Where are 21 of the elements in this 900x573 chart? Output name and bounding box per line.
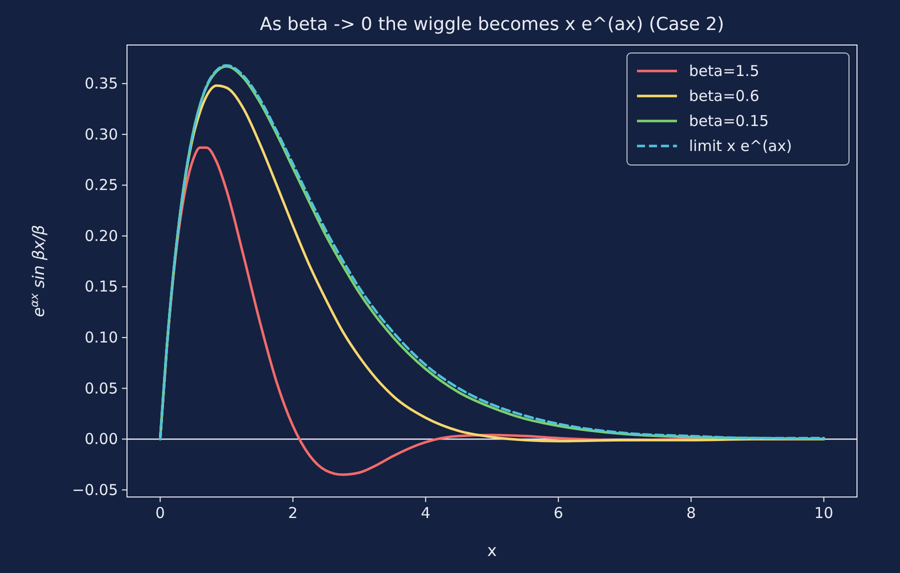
legend-label: beta=1.5 <box>689 62 760 80</box>
y-tick-label: 0.25 <box>84 176 118 194</box>
legend-label: limit x e^(ax) <box>689 137 792 155</box>
chart-title: As beta -> 0 the wiggle becomes x e^(ax) (Case 2) <box>260 14 724 35</box>
x-tick-label: 10 <box>814 504 834 522</box>
x-tick-label: 0 <box>155 504 165 522</box>
x-tick-label: 2 <box>288 504 298 522</box>
x-tick-label: 8 <box>686 504 696 522</box>
y-tick-label: 0.20 <box>84 226 118 245</box>
x-tick-label: 4 <box>420 504 430 522</box>
y-tick-label: 0.05 <box>84 379 118 398</box>
y-tick-label: 0.30 <box>84 125 118 144</box>
y-tick-label: 0.10 <box>84 328 118 347</box>
legend-label: beta=0.15 <box>689 112 769 130</box>
y-tick-label: −0.05 <box>72 480 118 499</box>
x-axis-title: x <box>487 541 497 560</box>
y-tick-label: 0.00 <box>84 430 118 448</box>
y-tick-label: 0.35 <box>84 74 118 93</box>
legend-label: beta=0.6 <box>689 87 760 105</box>
y-tick-label: 0.15 <box>84 278 118 296</box>
x-tick-label: 6 <box>554 504 564 522</box>
